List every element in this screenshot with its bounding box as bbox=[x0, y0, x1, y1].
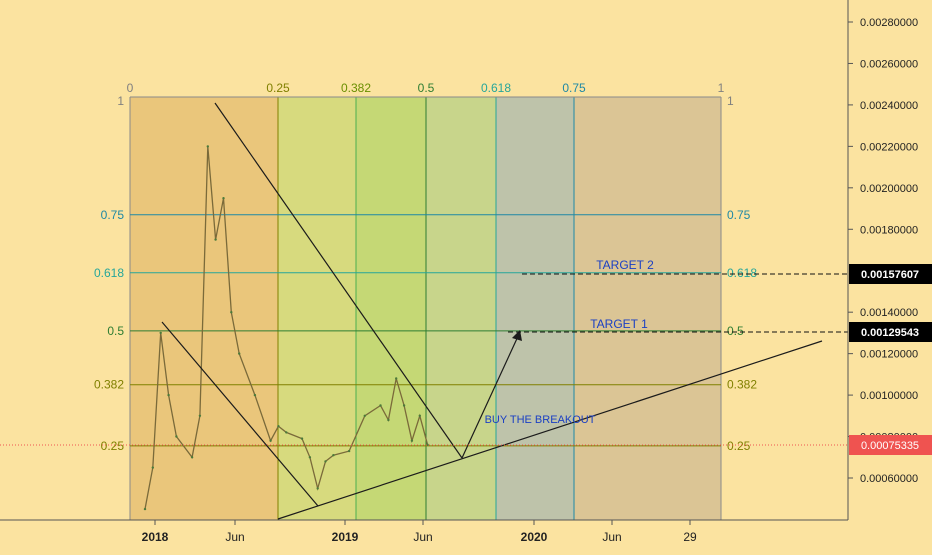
price-series bbox=[143, 145, 429, 511]
price-point-23 bbox=[379, 404, 382, 407]
price-point-18 bbox=[316, 487, 319, 490]
price-point-14 bbox=[277, 425, 280, 428]
price-point-27 bbox=[410, 439, 414, 442]
price-point-15 bbox=[285, 431, 288, 434]
y-tick-2: 0.00240000 bbox=[860, 100, 918, 112]
time-fib-label-2: 0.382 bbox=[341, 81, 371, 95]
price-point-3 bbox=[167, 393, 170, 397]
price-fib-top-right: 1 bbox=[727, 94, 734, 108]
target2-price-text: 0.00157607 bbox=[861, 269, 919, 281]
x-tick-0: 2018 bbox=[142, 530, 169, 544]
price-point-24 bbox=[387, 418, 390, 422]
price-point-22 bbox=[363, 414, 366, 417]
fib-zone-1 bbox=[278, 97, 356, 520]
price-axis-ticks: 0.00280000 0.00260000 0.00240000 0.00220000… bbox=[848, 17, 918, 485]
y-tick-7: 0.00120000 bbox=[860, 349, 918, 361]
price-point-2 bbox=[159, 331, 162, 335]
price-point-17 bbox=[308, 456, 312, 459]
target1-label: TARGET 1 bbox=[590, 317, 648, 331]
y-tick-4: 0.00200000 bbox=[860, 183, 918, 195]
price-fib-label-left-1: 0.618 bbox=[94, 266, 124, 280]
x-tick-3: Jun bbox=[413, 530, 432, 544]
price-point-1 bbox=[151, 466, 154, 469]
price-point-9 bbox=[222, 197, 225, 200]
time-axis-ticks: 2018 Jun 2019 Jun 2020 Jun 29 bbox=[142, 520, 697, 544]
x-tick-1: Jun bbox=[225, 530, 244, 544]
price-point-13 bbox=[269, 439, 272, 442]
breakout-label: BUY THE BREAKOUT bbox=[485, 414, 596, 426]
target2-price-badge bbox=[849, 264, 932, 284]
price-point-28 bbox=[418, 414, 421, 417]
target2-label: TARGET 2 bbox=[596, 258, 654, 272]
x-tick-2: 2019 bbox=[332, 530, 359, 544]
trend-lines bbox=[161, 102, 823, 520]
price-point-12 bbox=[253, 393, 257, 397]
price-fib-label-left-3: 0.382 bbox=[94, 378, 124, 392]
price-point-10 bbox=[230, 311, 233, 314]
price-line bbox=[144, 146, 429, 510]
ascending-support-line bbox=[277, 340, 823, 520]
time-fib-lines bbox=[129, 97, 722, 520]
price-point-7 bbox=[206, 145, 209, 148]
descending-trendline-major bbox=[214, 102, 463, 459]
fib-zone-3 bbox=[426, 97, 496, 520]
target1-price-text: 0.00129543 bbox=[861, 327, 919, 339]
y-tick-1: 0.00260000 bbox=[860, 58, 918, 70]
last-price-badge bbox=[849, 435, 932, 455]
breakout-arrow-head bbox=[512, 330, 522, 341]
price-point-26 bbox=[402, 404, 406, 407]
price-fib-label-right-0: 0.75 bbox=[727, 208, 751, 222]
price-point-8 bbox=[214, 238, 217, 241]
time-fib-label-3: 0.5 bbox=[418, 81, 435, 95]
breakout-arrow-up bbox=[461, 331, 521, 459]
price-fib-label-left-0: 0.75 bbox=[101, 208, 125, 222]
price-fib-label-right-4: 0.25 bbox=[727, 439, 751, 453]
time-fib-label-4: 0.618 bbox=[481, 81, 511, 95]
y-tick-10: 0.00060000 bbox=[860, 473, 918, 485]
price-fib-label-left-4: 0.25 bbox=[101, 439, 125, 453]
x-tick-4: 2020 bbox=[521, 530, 548, 544]
fib-zone-0 bbox=[130, 97, 278, 520]
price-point-6 bbox=[198, 414, 202, 417]
time-fib-label-5: 0.75 bbox=[562, 81, 586, 95]
price-point-0 bbox=[143, 507, 147, 511]
price-point-20 bbox=[332, 454, 335, 457]
target1-price-badge bbox=[849, 322, 932, 342]
price-point-19 bbox=[324, 460, 327, 463]
price-point-25 bbox=[395, 377, 398, 380]
last-price-text: 0.00075335 bbox=[861, 440, 919, 452]
fib-zone-2 bbox=[356, 97, 426, 520]
price-point-4 bbox=[175, 435, 178, 438]
price-fib-label-right-3: 0.382 bbox=[727, 378, 757, 392]
fib-zones bbox=[130, 97, 721, 520]
time-fib-label-0: 0 bbox=[127, 81, 134, 95]
price-fib-label-right-2: 0.5 bbox=[727, 324, 744, 338]
descending-trendline-minor bbox=[161, 321, 319, 507]
fib-zone-4 bbox=[496, 97, 574, 520]
price-point-21 bbox=[347, 449, 351, 453]
price-fib-label-left-2: 0.5 bbox=[107, 324, 124, 338]
price-point-5 bbox=[190, 456, 194, 459]
fib-zone-5 bbox=[574, 97, 721, 520]
price-point-11 bbox=[238, 352, 241, 355]
price-fib-top-left: 1 bbox=[117, 94, 124, 108]
time-fib-label-6: 1 bbox=[718, 81, 725, 95]
y-tick-5: 0.00180000 bbox=[860, 224, 918, 236]
y-tick-0: 0.00280000 bbox=[860, 17, 918, 29]
time-fib-labels: 0 0.25 0.382 0.5 0.618 0.75 1 bbox=[127, 81, 725, 95]
time-fib-label-1: 0.25 bbox=[266, 81, 290, 95]
price-point-16 bbox=[300, 437, 304, 440]
y-tick-6: 0.00140000 bbox=[860, 307, 918, 319]
price-fib-label-right-1: 0.618 bbox=[727, 266, 757, 280]
y-tick-8: 0.00100000 bbox=[860, 390, 918, 402]
x-tick-5: Jun bbox=[602, 530, 621, 544]
x-tick-6: 29 bbox=[683, 530, 697, 544]
y-tick-3: 0.00220000 bbox=[860, 141, 918, 153]
